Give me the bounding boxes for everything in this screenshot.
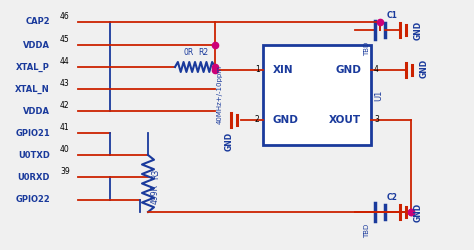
Text: GND: GND <box>225 132 234 151</box>
Text: 0R: 0R <box>184 48 194 57</box>
Text: C1: C1 <box>387 11 398 20</box>
Text: 40MHz+/-10ppm: 40MHz+/-10ppm <box>217 66 223 124</box>
Text: XTAL_P: XTAL_P <box>16 62 50 72</box>
Text: 3: 3 <box>374 116 379 124</box>
Bar <box>263 45 371 145</box>
Text: TBD: TBD <box>364 224 370 238</box>
Text: 1: 1 <box>255 66 260 74</box>
Text: XOUT: XOUT <box>329 115 361 125</box>
Text: 46: 46 <box>60 12 70 21</box>
Text: 43: 43 <box>60 79 70 88</box>
Text: 41: 41 <box>60 123 70 132</box>
Text: GPIO22: GPIO22 <box>15 196 50 204</box>
Text: 42: 42 <box>60 101 70 110</box>
Text: GND: GND <box>420 58 429 78</box>
Text: GND: GND <box>335 65 361 75</box>
Text: VDDA: VDDA <box>23 40 50 50</box>
Text: U1: U1 <box>374 89 383 101</box>
Text: GND: GND <box>273 115 299 125</box>
Text: U0TXD: U0TXD <box>18 150 50 160</box>
Text: R3: R3 <box>151 168 160 178</box>
Text: 4: 4 <box>374 66 379 74</box>
Text: 2: 2 <box>254 116 259 124</box>
Text: CAP2: CAP2 <box>26 18 50 26</box>
Text: 499R: 499R <box>151 184 160 204</box>
Text: 39: 39 <box>60 167 70 176</box>
Text: XTAL_N: XTAL_N <box>15 84 50 94</box>
Text: VDDA: VDDA <box>23 106 50 116</box>
Text: U0RXD: U0RXD <box>18 172 50 182</box>
Text: C2: C2 <box>387 193 398 202</box>
Text: GPIO21: GPIO21 <box>15 128 50 138</box>
Text: 44: 44 <box>60 57 70 66</box>
Text: TBD: TBD <box>364 42 370 56</box>
Text: 45: 45 <box>60 35 70 44</box>
Text: GND: GND <box>414 202 423 222</box>
Text: 40: 40 <box>60 145 70 154</box>
Text: XIN: XIN <box>273 65 293 75</box>
Text: R2: R2 <box>198 48 208 57</box>
Text: GND: GND <box>414 20 423 40</box>
